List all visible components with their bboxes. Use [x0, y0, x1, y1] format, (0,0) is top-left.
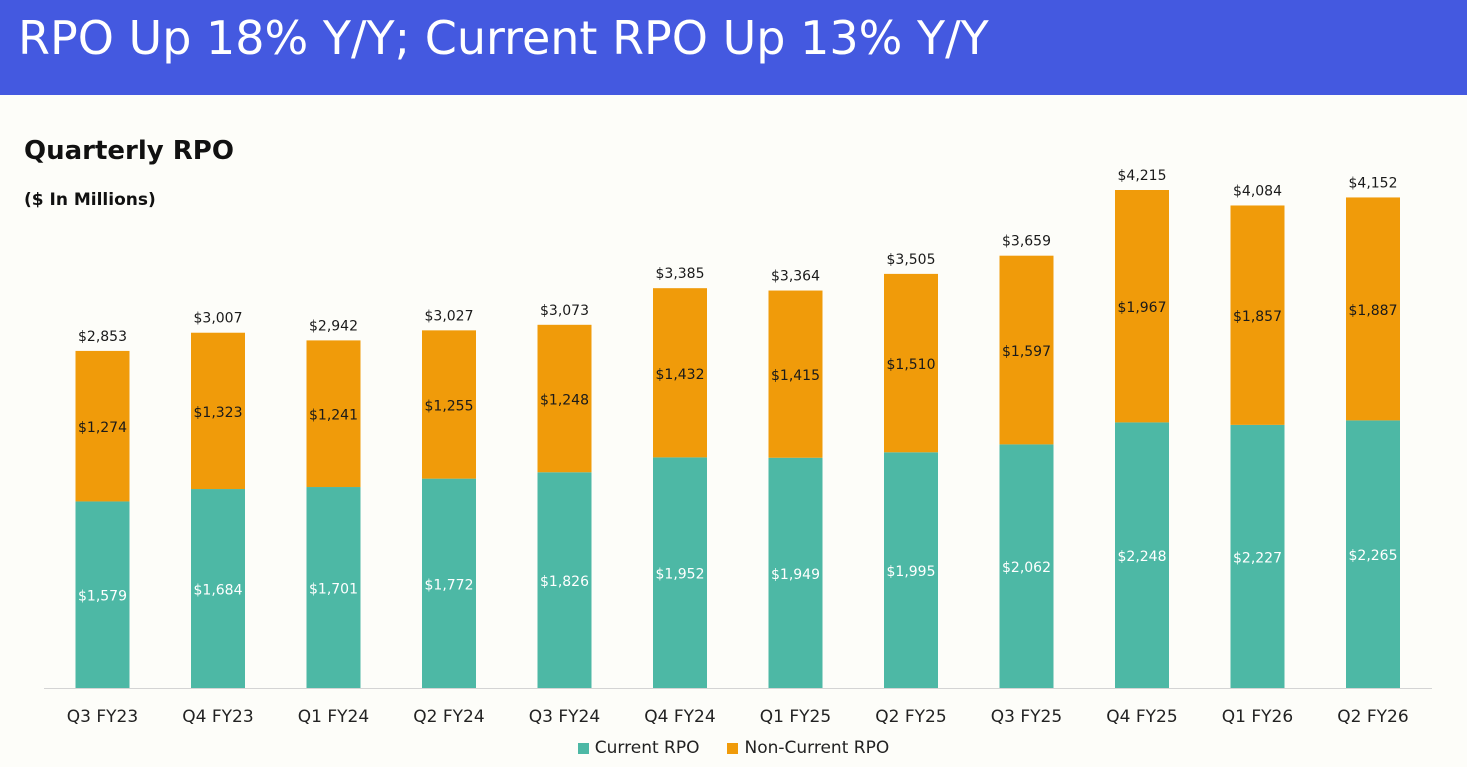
data-label-total: $4,215 — [1118, 168, 1167, 184]
data-label-current: $1,826 — [540, 574, 589, 590]
legend-item-non-current: Non-Current RPO — [727, 738, 889, 758]
data-label-total: $3,027 — [425, 308, 474, 324]
data-label-current: $1,772 — [425, 577, 474, 593]
legend-swatch-current — [578, 743, 589, 754]
x-tick-label: Q4 FY23 — [182, 707, 253, 727]
legend-swatch-non-current — [727, 743, 738, 754]
data-label-non-current: $1,255 — [425, 399, 474, 415]
data-label-total: $3,659 — [1002, 234, 1051, 250]
data-label-total: $3,007 — [194, 311, 243, 327]
data-label-current: $1,684 — [194, 583, 243, 599]
data-label-non-current: $1,274 — [78, 420, 127, 436]
data-label-total: $3,385 — [656, 266, 705, 282]
data-label-non-current: $1,415 — [771, 368, 820, 384]
data-label-non-current: $1,248 — [540, 393, 589, 409]
data-label-current: $2,248 — [1118, 549, 1167, 565]
legend-label-current: Current RPO — [595, 738, 700, 758]
x-tick-label: Q4 FY25 — [1106, 707, 1177, 727]
x-tick-label: Q3 FY25 — [991, 707, 1062, 727]
data-label-non-current: $1,432 — [656, 367, 705, 383]
data-label-current: $1,952 — [656, 567, 705, 583]
data-label-total: $4,152 — [1349, 175, 1398, 191]
x-tick-label: Q3 FY24 — [529, 707, 600, 727]
legend-label-non-current: Non-Current RPO — [744, 738, 889, 758]
x-tick-label: Q2 FY24 — [413, 707, 484, 727]
data-label-non-current: $1,967 — [1118, 300, 1167, 316]
data-label-current: $2,265 — [1349, 548, 1398, 564]
data-label-non-current: $1,857 — [1233, 309, 1282, 325]
data-label-total: $4,084 — [1233, 183, 1282, 199]
data-label-current: $1,949 — [771, 567, 820, 583]
data-label-current: $1,579 — [78, 589, 127, 605]
data-label-non-current: $1,323 — [194, 405, 243, 421]
x-tick-label: Q1 FY24 — [298, 707, 369, 727]
data-label-non-current: $1,241 — [309, 408, 358, 424]
data-label-non-current: $1,887 — [1349, 303, 1398, 319]
x-tick-label: Q3 FY23 — [67, 707, 138, 727]
data-label-total: $2,853 — [78, 329, 127, 345]
x-tick-label: Q2 FY26 — [1337, 707, 1408, 727]
chart-legend: Current RPO Non-Current RPO — [0, 738, 1467, 758]
data-label-non-current: $1,597 — [1002, 344, 1051, 360]
data-label-total: $3,364 — [771, 269, 820, 285]
data-label-non-current: $1,510 — [887, 357, 936, 373]
data-label-total: $2,942 — [309, 318, 358, 334]
data-label-total: $3,505 — [887, 252, 936, 268]
data-label-current: $1,701 — [309, 582, 358, 598]
x-tick-label: Q1 FY25 — [760, 707, 831, 727]
x-tick-label: Q2 FY25 — [875, 707, 946, 727]
data-label-current: $2,227 — [1233, 550, 1282, 566]
data-label-current: $2,062 — [1002, 560, 1051, 576]
data-label-current: $1,995 — [887, 564, 936, 580]
x-tick-label: Q4 FY24 — [644, 707, 715, 727]
data-label-total: $3,073 — [540, 303, 589, 319]
stacked-bar-chart: $1,579 $1,274 $2,853 Q3 FY23 $1,684 $1,323 $3,… — [0, 0, 1467, 740]
x-tick-label: Q1 FY26 — [1222, 707, 1293, 727]
legend-item-current: Current RPO — [578, 738, 700, 758]
